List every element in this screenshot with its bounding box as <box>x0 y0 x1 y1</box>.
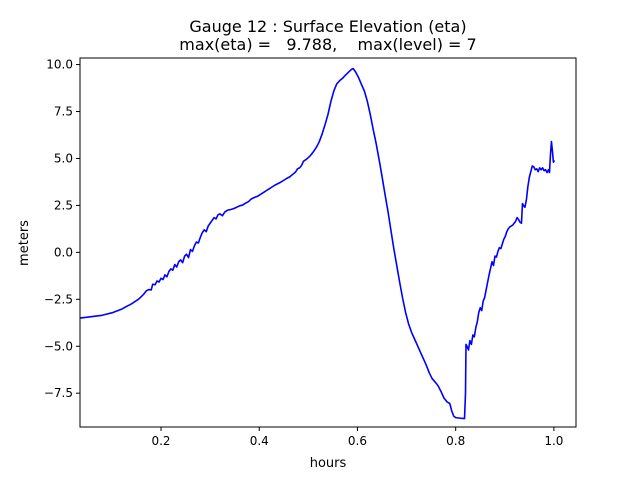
x-tick-label: 0.2 <box>151 434 170 448</box>
y-axis: −7.5 −5.0 −2.5 0.0 2.5 5.0 7.5 10.0 <box>44 58 80 400</box>
x-tick-label: 1.0 <box>544 434 563 448</box>
x-tick-label: 0.6 <box>348 434 367 448</box>
x-axis: 0.2 0.4 0.6 0.8 1.0 <box>151 427 563 448</box>
y-axis-label: meters <box>17 220 32 266</box>
y-tick-label: 0.0 <box>54 245 73 259</box>
chart-title-line1: Gauge 12 : Surface Elevation (eta) <box>189 17 466 36</box>
y-tick-label: 7.5 <box>54 105 73 119</box>
chart-title-line2: max(eta) = 9.788, max(level) = 7 <box>179 35 476 54</box>
y-tick-label: −7.5 <box>44 386 73 400</box>
y-tick-label: 2.5 <box>54 198 73 212</box>
series-line-0 <box>79 67 556 420</box>
x-tick-label: 0.8 <box>446 434 465 448</box>
y-tick-label: 10.0 <box>46 58 73 72</box>
y-tick-label: −5.0 <box>44 339 73 353</box>
x-tick-label: 0.4 <box>250 434 269 448</box>
plot-area <box>79 67 556 420</box>
axes-frame <box>79 57 577 428</box>
x-axis-label: hours <box>310 456 347 471</box>
y-tick-label: 5.0 <box>54 151 73 165</box>
y-tick-label: −2.5 <box>44 292 73 306</box>
